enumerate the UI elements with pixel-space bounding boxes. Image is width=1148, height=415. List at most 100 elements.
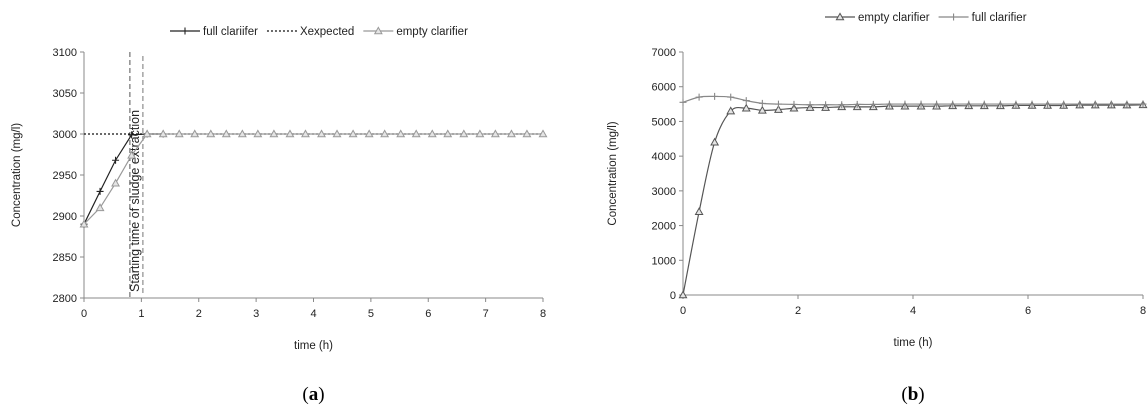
caption-letter: b — [908, 384, 919, 405]
y-tick-label: 3000 — [53, 129, 77, 141]
legend-label: empty clarifier — [396, 26, 468, 38]
data-point — [128, 131, 136, 139]
data-point — [490, 129, 500, 138]
y-tick-label: 6000 — [652, 82, 676, 94]
legend-item: Xexpected — [266, 26, 354, 38]
data-point — [774, 100, 782, 108]
legend-label: full clariifer — [203, 26, 258, 38]
data-point — [806, 101, 814, 109]
legend-item: empty clarifier — [825, 12, 930, 24]
data-point — [1091, 100, 1099, 108]
caption-close: ) — [318, 384, 324, 405]
x-axis-title: time (h) — [294, 340, 333, 352]
data-point — [1123, 100, 1131, 108]
x-axis-title: time (h) — [894, 337, 933, 349]
legend-swatch-marker — [181, 27, 189, 35]
series-line — [682, 95, 1143, 106]
caption-open: ( — [901, 384, 907, 405]
x-tick-label: 7 — [483, 308, 489, 320]
data-point — [506, 129, 516, 138]
data-point — [79, 219, 89, 228]
data-point — [96, 187, 104, 195]
x-tick-label: 6 — [425, 308, 431, 320]
data-point — [695, 93, 703, 101]
data-point — [1044, 100, 1052, 108]
data-point — [917, 100, 925, 108]
data-point — [411, 129, 421, 138]
data-point — [190, 129, 200, 138]
chart-panel-b: 0 1000 2000 3000 4000 5000 6000 7000 0 2 4 6 8 time (… — [607, 12, 1148, 405]
data-point — [949, 100, 957, 108]
data-point — [253, 129, 263, 138]
legend: full clariifer Xexpected empty clarifier — [170, 26, 468, 38]
data-point — [869, 100, 877, 108]
data-point — [1012, 100, 1020, 108]
x-tick-label: 3 — [253, 308, 259, 320]
data-point — [838, 101, 846, 109]
caption-open: ( — [302, 384, 308, 405]
panel-caption: (b) — [901, 384, 924, 405]
data-point — [364, 129, 374, 138]
data-point — [694, 207, 704, 215]
data-point — [522, 129, 532, 138]
data-point — [95, 203, 105, 212]
data-point — [726, 106, 736, 115]
y-tick-label: 2900 — [53, 211, 77, 223]
y-tick-label: 3050 — [53, 88, 77, 100]
caption-letter: a — [309, 384, 319, 405]
data-point — [1107, 100, 1115, 108]
data-point — [678, 290, 688, 299]
data-point — [348, 129, 358, 138]
legend: empty clarifier full clarifier — [825, 12, 1027, 24]
x-tick-label: 6 — [1025, 305, 1031, 317]
x-tick-label: 0 — [81, 308, 87, 320]
series-line — [682, 104, 1144, 296]
data-point — [221, 129, 231, 138]
y-tick-label: 7000 — [652, 47, 676, 59]
legend-swatch-marker — [835, 12, 845, 21]
data-point — [679, 98, 687, 106]
data-point — [301, 129, 310, 138]
y-tick-label: 5000 — [652, 116, 676, 128]
data-point — [980, 100, 988, 108]
data-point — [332, 129, 342, 138]
data-point — [317, 129, 326, 138]
data-point — [711, 92, 719, 100]
data-point — [158, 129, 168, 138]
data-point — [127, 150, 137, 159]
data-point — [757, 105, 767, 114]
data-point — [710, 137, 720, 146]
y-axis-title: Concentration (mg/l) — [607, 121, 619, 225]
data-point — [142, 129, 152, 138]
series-empty-clarifier — [79, 129, 548, 228]
x-tick-label: 4 — [310, 308, 316, 320]
y-tick-label: 2800 — [53, 293, 77, 305]
data-point — [996, 100, 1004, 108]
data-point — [758, 99, 766, 107]
data-point — [773, 105, 783, 113]
series-line — [83, 133, 543, 225]
data-point — [965, 100, 973, 108]
y-tick-label: 3100 — [53, 47, 77, 59]
data-point — [853, 100, 861, 108]
data-point — [237, 129, 247, 138]
legend-swatch-marker — [950, 13, 958, 21]
data-point — [380, 129, 390, 138]
data-point — [269, 129, 279, 138]
data-point — [727, 93, 735, 101]
x-tick-label: 2 — [795, 305, 801, 317]
data-point — [1028, 100, 1036, 108]
data-point — [1139, 100, 1147, 108]
data-point — [459, 129, 469, 138]
y-tick-label: 2950 — [53, 170, 77, 182]
data-point — [790, 100, 798, 108]
y-tick-label: 4000 — [652, 151, 676, 163]
y-tick-label: 0 — [670, 290, 676, 302]
data-point — [741, 103, 751, 112]
x-tick-label: 0 — [680, 305, 686, 317]
x-tick-label: 8 — [540, 308, 546, 320]
x-tick-label: 2 — [196, 308, 202, 320]
x-tick-label: 1 — [138, 308, 144, 320]
data-point — [1076, 100, 1084, 108]
legend-item: full clariifer — [170, 26, 258, 38]
